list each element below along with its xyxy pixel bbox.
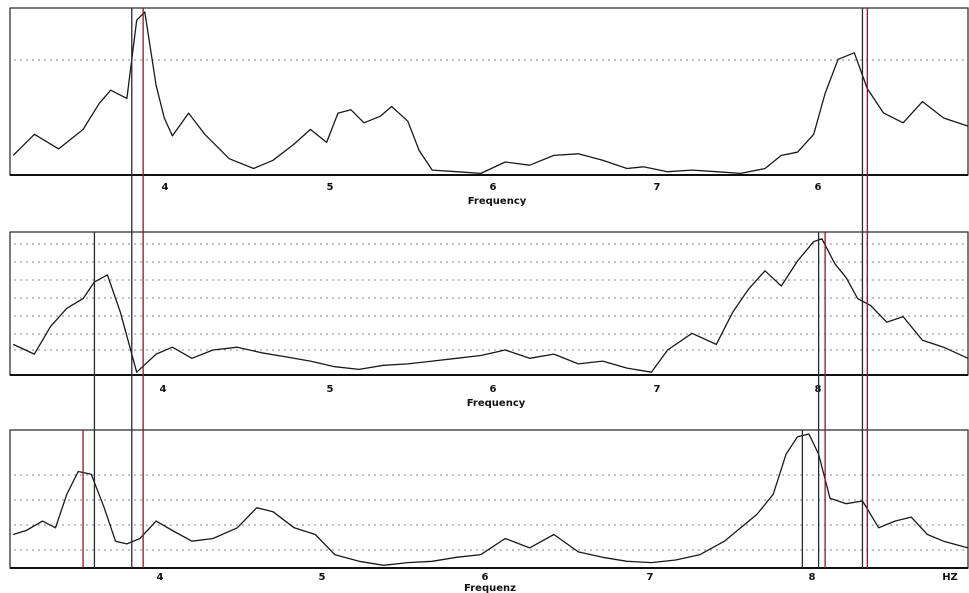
series-line	[13, 433, 969, 566]
x-tick-label: 4	[157, 572, 164, 583]
panel-2: 45678Frequency	[9, 231, 969, 409]
panel-3: 4 5 6 7 8 HZ Frequenz	[9, 429, 969, 593]
x-tick-label: 7	[654, 384, 661, 395]
x-tick-label: HZ	[942, 572, 958, 583]
plot-frame	[9, 429, 969, 569]
x-tick-label: 5	[319, 572, 326, 583]
series-line	[12, 11, 969, 175]
x-axis-label: Frequency	[467, 398, 526, 409]
x-tick-label: 7	[654, 182, 661, 193]
x-tick-label: 4	[160, 384, 167, 395]
series-line	[12, 238, 969, 373]
x-tick-label: 4	[162, 182, 169, 193]
x-tick-label: 6	[482, 572, 489, 583]
x-tick-label: 6	[490, 182, 497, 193]
x-tick-label: 8	[809, 572, 816, 583]
x-tick-label: 6	[815, 182, 822, 193]
x-axis-label: Frequency	[468, 196, 527, 207]
x-axis-label: Frequenz	[464, 583, 516, 593]
x-tick-label: 6	[490, 384, 497, 395]
plot-frame	[9, 7, 969, 176]
panel-1: 4 5 6 7 6 Frequency	[9, 7, 969, 207]
x-tick-label: 7	[647, 572, 654, 583]
x-tick-label: 5	[327, 182, 334, 193]
x-tick-label: 5	[327, 384, 334, 395]
